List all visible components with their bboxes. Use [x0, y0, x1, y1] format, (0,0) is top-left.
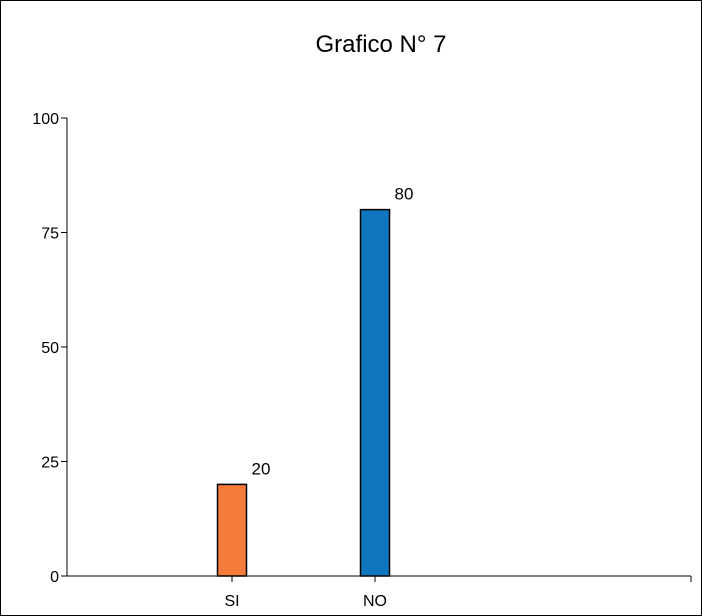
x-tick-label-si: SI	[224, 593, 239, 610]
data-label-no: 80	[395, 185, 414, 204]
data-label-si: 20	[252, 459, 271, 478]
y-tick-label: 25	[41, 455, 59, 472]
y-tick-label: 100	[32, 111, 59, 128]
y-tick-label: 75	[41, 226, 59, 243]
x-tick-label-no: NO	[363, 593, 387, 610]
y-tick-label: 0	[50, 569, 59, 586]
y-tick-label: 50	[41, 340, 59, 357]
bar-no	[359, 208, 391, 577]
bar-si	[216, 483, 248, 577]
chart-title: Grafico N° 7	[315, 31, 447, 58]
